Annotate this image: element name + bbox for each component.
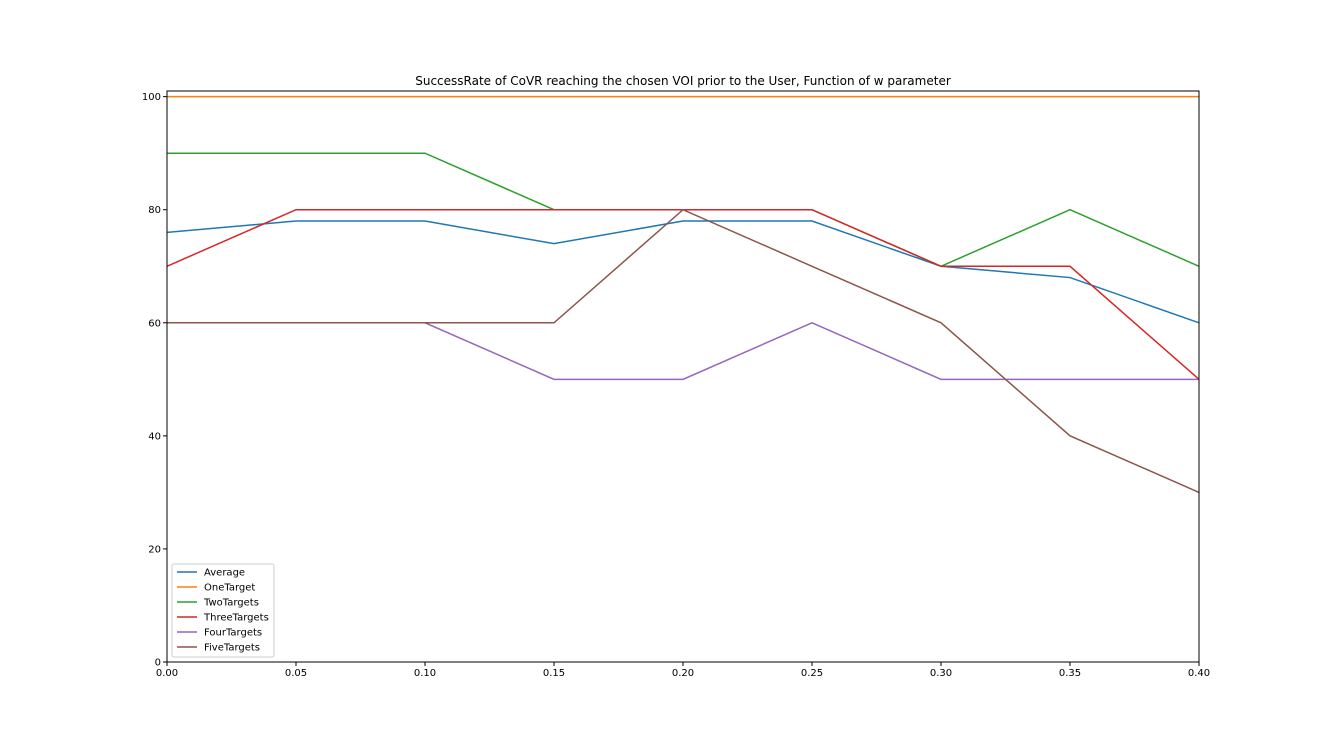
legend-label-fivetargets: FiveTargets bbox=[204, 643, 260, 654]
y-tick-label: 60 bbox=[148, 318, 161, 329]
series-line-average bbox=[166, 220, 1200, 324]
x-tick-label: 0.00 bbox=[156, 668, 178, 679]
x-tick-label: 0.10 bbox=[414, 668, 436, 679]
x-tick-label: 0.05 bbox=[285, 668, 307, 679]
y-tick-label: 100 bbox=[142, 92, 161, 103]
legend-box bbox=[171, 563, 275, 658]
legend-label-average: Average bbox=[204, 568, 245, 579]
y-tick-label: 80 bbox=[148, 205, 161, 216]
x-tick-label: 0.15 bbox=[543, 668, 565, 679]
series-line-threetargets bbox=[166, 208, 1200, 380]
series-layer bbox=[166, 95, 1200, 494]
y-axis: 0 20 40 60 80 100 bbox=[142, 92, 167, 669]
y-tick-label: 40 bbox=[148, 431, 161, 442]
chart-title: SuccessRate of CoVR reaching the chosen … bbox=[415, 74, 951, 88]
y-tick-label: 0 bbox=[155, 658, 161, 669]
x-tick-label: 0.25 bbox=[801, 668, 823, 679]
x-tick-label: 0.30 bbox=[930, 668, 952, 679]
legend-label-threetargets: ThreeTargets bbox=[203, 613, 269, 624]
legend-label-fourtargets: FourTargets bbox=[204, 628, 262, 639]
legend: Average OneTarget TwoTargets ThreeTargets Fo… bbox=[171, 563, 275, 658]
x-tick-label: 0.40 bbox=[1188, 668, 1210, 679]
legend-label-twotargets: TwoTargets bbox=[203, 598, 259, 609]
legend-label-onetarget: OneTarget bbox=[204, 583, 255, 594]
plot-frame bbox=[166, 90, 1200, 663]
y-tick-label: 20 bbox=[148, 544, 161, 555]
series-line-fourtargets bbox=[167, 321, 1199, 381]
series-line-fivetargets bbox=[167, 208, 1200, 494]
x-axis: 0.00 0.05 0.10 0.15 0.20 0.25 0.30 0.35 0.40 bbox=[156, 662, 1210, 679]
x-tick-label: 0.35 bbox=[1059, 668, 1081, 679]
x-tick-label: 0.20 bbox=[672, 668, 694, 679]
